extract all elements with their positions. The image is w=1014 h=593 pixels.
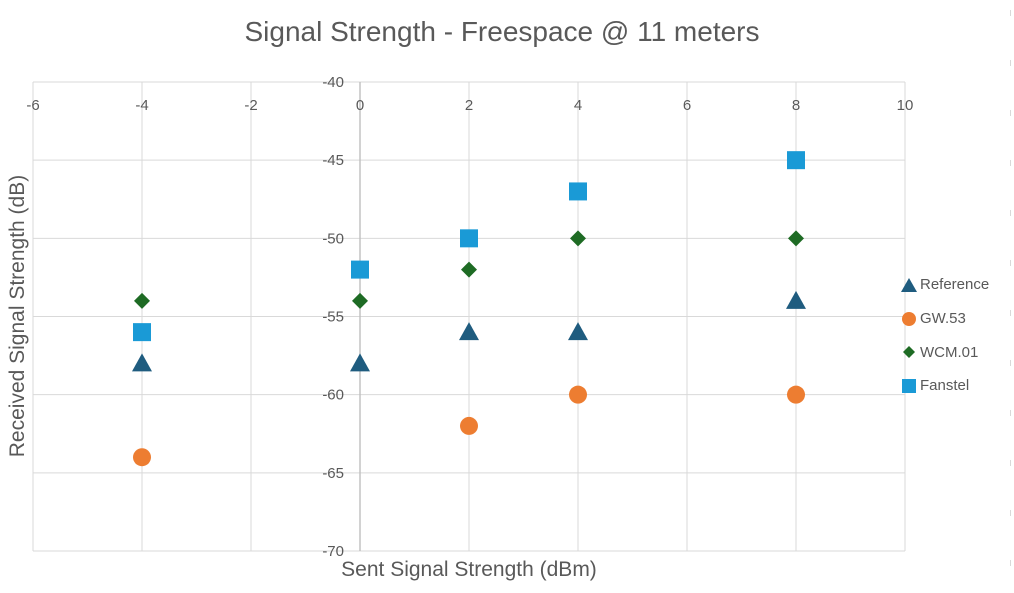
data-point-gw-53 bbox=[133, 448, 151, 467]
data-point-fanstel bbox=[787, 151, 805, 170]
legend-marker-square-icon bbox=[902, 378, 916, 393]
data-point-reference bbox=[459, 322, 479, 341]
y-tick-label: -45 bbox=[322, 152, 344, 169]
data-point-gw-53 bbox=[460, 416, 478, 435]
x-tick-label: 0 bbox=[356, 97, 364, 114]
data-point-wcm-01 bbox=[134, 292, 150, 309]
edge-mark bbox=[1010, 260, 1011, 266]
data-point-wcm-01 bbox=[788, 230, 804, 247]
chart-title: Signal Strength - Freespace @ 11 meters bbox=[244, 16, 760, 47]
x-tick-label: -2 bbox=[244, 97, 257, 114]
edge-mark bbox=[1010, 60, 1011, 66]
gridlines bbox=[32, 81, 906, 552]
x-tick-labels: -6 -4 -2 0 2 4 6 8 10 bbox=[26, 97, 913, 114]
legend-label: GW.53 bbox=[920, 310, 966, 328]
edge-mark bbox=[1010, 310, 1011, 316]
edge-mark bbox=[1010, 10, 1011, 16]
legend: Reference GW.53 WCM.01 Fanstel bbox=[900, 268, 989, 403]
x-tick-label: 2 bbox=[465, 97, 473, 114]
edge-mark bbox=[1010, 210, 1011, 216]
y-tick-label: -50 bbox=[322, 230, 344, 247]
data-point-fanstel bbox=[460, 229, 478, 248]
data-point-fanstel bbox=[569, 182, 587, 201]
data-point-reference bbox=[568, 322, 588, 341]
edge-mark bbox=[1010, 510, 1011, 516]
legend-label: Fanstel bbox=[920, 377, 970, 395]
data-points bbox=[132, 151, 806, 467]
edge-mark bbox=[1010, 110, 1011, 116]
x-tick-label: 4 bbox=[574, 97, 582, 114]
y-tick-label: -65 bbox=[322, 465, 344, 482]
edge-mark bbox=[1010, 560, 1011, 566]
x-tick-label: -4 bbox=[135, 97, 148, 114]
data-point-fanstel bbox=[133, 323, 151, 342]
x-tick-label: 6 bbox=[683, 97, 691, 114]
legend-item-wcm-01: WCM.01 bbox=[900, 335, 989, 369]
legend-item-reference: Reference bbox=[900, 268, 989, 302]
y-tick-label: -60 bbox=[322, 387, 344, 404]
edge-mark bbox=[1010, 360, 1011, 366]
x-axis-label: Sent Signal Strength (dBm) bbox=[341, 558, 597, 581]
data-point-gw-53 bbox=[787, 385, 805, 404]
x-tick-label: -6 bbox=[26, 97, 39, 114]
data-point-wcm-01 bbox=[461, 261, 477, 278]
y-tick-label: -55 bbox=[322, 309, 344, 326]
x-tick-label: 10 bbox=[897, 97, 914, 114]
legend-label: WCM.01 bbox=[920, 343, 979, 361]
edge-mark bbox=[1010, 460, 1011, 466]
data-point-fanstel bbox=[351, 260, 369, 279]
data-point-reference bbox=[350, 353, 370, 372]
y-tick-label: -40 bbox=[322, 74, 344, 91]
edge-mark bbox=[1010, 410, 1011, 416]
edge-mark bbox=[1010, 160, 1011, 166]
legend-marker-diamond-icon bbox=[903, 346, 915, 359]
legend-marker-triangle-icon bbox=[901, 277, 917, 292]
y-axis-label: Received Signal Strength (dB) bbox=[6, 174, 29, 458]
legend-item-gw-53: GW.53 bbox=[900, 302, 989, 336]
data-point-wcm-01 bbox=[570, 230, 586, 247]
y-tick-label: -70 bbox=[322, 543, 344, 560]
data-point-gw-53 bbox=[569, 385, 587, 404]
data-point-reference bbox=[132, 353, 152, 372]
legend-item-fanstel: Fanstel bbox=[900, 369, 989, 403]
data-point-wcm-01 bbox=[352, 292, 368, 309]
data-point-reference bbox=[786, 290, 806, 309]
x-tick-label: 8 bbox=[792, 97, 800, 114]
legend-label: Reference bbox=[920, 276, 990, 294]
legend-marker-circle-icon bbox=[902, 311, 916, 326]
y-tick-labels: -40 -45 -50 -55 -60 -65 -70 bbox=[322, 74, 344, 560]
